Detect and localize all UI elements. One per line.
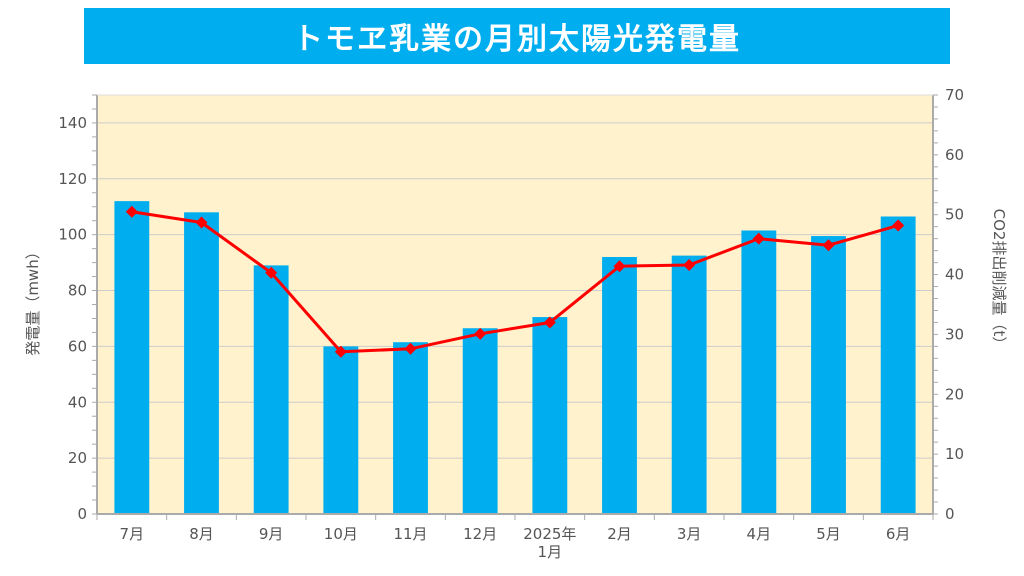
y-tick-label-left: 120 — [58, 170, 87, 188]
bar — [811, 236, 846, 514]
y-tick-label-right: 0 — [945, 505, 955, 523]
y-tick-label-left: 80 — [68, 282, 87, 300]
y-tick-label-right: 70 — [945, 86, 964, 104]
chart-title: トモヱ乳業の月別太陽光発電量 — [293, 22, 741, 57]
bar — [532, 317, 568, 514]
line-point — [195, 216, 208, 229]
x-tick-label: 11月 — [393, 525, 427, 543]
line-point — [265, 266, 278, 279]
x-tick-label: 2025年 — [523, 525, 576, 543]
tick-labels: 0 20 40 60 80 100 120 140 0 10 20 30 40 50 60 70 7月 8月 9月 1… — [58, 86, 964, 561]
y-axis-label-left: 発電量（mwh） — [24, 244, 42, 355]
x-tick-label: 7月 — [120, 525, 145, 543]
y-tick-label-right: 20 — [945, 385, 964, 403]
x-tick-label: 4月 — [747, 525, 772, 543]
line-point — [822, 239, 835, 252]
line-point — [752, 232, 765, 245]
bar — [184, 212, 219, 514]
y-tick-label-right: 50 — [945, 206, 964, 224]
y-tick-label-left: 0 — [77, 505, 87, 523]
y-axis-label-right: CO2排出削減量（t） — [990, 209, 1008, 352]
series-line — [131, 210, 899, 354]
x-tick-label: 9月 — [259, 525, 284, 543]
bar — [741, 230, 777, 514]
line-point — [404, 342, 417, 355]
y-tick-label-right: 10 — [945, 445, 964, 463]
line-point — [125, 205, 138, 218]
x-tick-label: 5月 — [816, 525, 841, 543]
x-tick-label: 2月 — [607, 525, 632, 543]
y-tick-label-right: 40 — [945, 266, 964, 284]
x-tick-label: 1月 — [538, 543, 563, 561]
bar — [323, 346, 359, 514]
x-tick-label: 6月 — [886, 525, 911, 543]
y-tick-label-right: 30 — [945, 325, 964, 343]
y-tick-label-left: 100 — [58, 226, 87, 244]
bar — [880, 216, 916, 514]
bar — [393, 342, 428, 514]
line-point — [892, 219, 905, 232]
title-banner: トモヱ乳業の月別太陽光発電量 — [84, 8, 950, 64]
grid-lines — [97, 122, 933, 459]
y-tick-label-left: 60 — [68, 337, 87, 355]
bar — [114, 201, 150, 514]
y-tick-label-left: 20 — [68, 449, 87, 467]
bar — [253, 265, 289, 514]
line-point — [334, 345, 347, 358]
y-tick-label-right: 60 — [945, 146, 964, 164]
plot-background — [97, 95, 933, 514]
x-tick-label: 3月 — [677, 525, 702, 543]
bar-series — [114, 201, 916, 514]
axes — [92, 94, 938, 520]
line-point — [613, 260, 626, 273]
line-point — [543, 316, 556, 329]
bar — [602, 257, 637, 514]
line-series — [125, 205, 905, 358]
bar — [462, 328, 498, 514]
line-point — [683, 258, 696, 271]
y-tick-label-left: 40 — [68, 393, 87, 411]
x-tick-label: 10月 — [324, 525, 358, 543]
line-point — [474, 327, 487, 340]
y-tick-label-left: 140 — [58, 114, 87, 132]
bar — [671, 255, 707, 514]
x-tick-label: 12月 — [463, 525, 497, 543]
x-tick-label: 8月 — [189, 525, 214, 543]
